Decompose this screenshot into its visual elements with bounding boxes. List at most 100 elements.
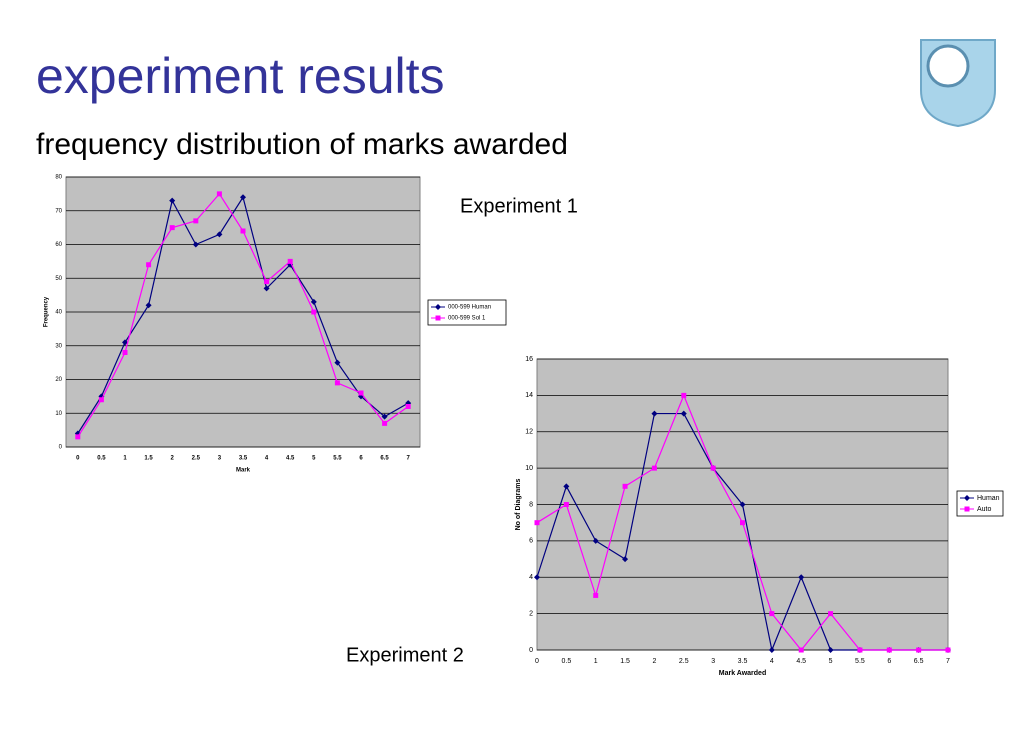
legend-label: 000-599 Human (448, 305, 491, 311)
legend-box (956, 490, 1004, 517)
marker (193, 218, 199, 224)
marker (146, 262, 152, 268)
marker (563, 502, 569, 507)
marker (216, 191, 222, 197)
y-tick-label: 2 (529, 610, 533, 617)
x-tick-label: 2.5 (679, 658, 689, 665)
marker (798, 574, 805, 581)
x-tick-label: 4.5 (286, 456, 295, 462)
y-tick-label: 8 (529, 501, 533, 508)
legend-label: Human (977, 495, 1000, 502)
marker (334, 380, 340, 386)
marker (381, 413, 388, 420)
y-tick-label: 0 (529, 647, 533, 654)
x-tick-label: 5.5 (855, 658, 865, 665)
marker (710, 465, 716, 471)
x-tick-label: 1.5 (620, 658, 630, 665)
marker (827, 647, 834, 653)
y-tick-label: 14 (525, 392, 533, 399)
marker (169, 197, 176, 204)
marker (651, 410, 658, 417)
y-tick-label: 30 (55, 343, 62, 349)
marker (169, 225, 175, 231)
legend-marker (964, 495, 970, 501)
marker (192, 241, 199, 248)
legend-marker (435, 304, 441, 310)
x-tick-label: 6 (359, 456, 363, 462)
marker (622, 483, 628, 489)
marker (651, 465, 657, 471)
marker (122, 350, 128, 355)
x-tick-label: 4 (265, 456, 269, 462)
marker (768, 647, 775, 653)
legend-label: Auto (977, 506, 992, 513)
marker (240, 228, 246, 234)
marker (740, 520, 745, 526)
marker (334, 359, 341, 366)
x-tick-label: 5 (312, 456, 316, 462)
y-tick-label: 10 (525, 465, 533, 472)
y-tick-label: 40 (55, 310, 62, 316)
y-tick-label: 60 (55, 242, 62, 248)
y-tick-label: 70 (55, 208, 62, 214)
y-tick-label: 80 (55, 175, 62, 181)
x-tick-label: 3 (711, 658, 715, 665)
x-tick-label: 4 (770, 658, 774, 665)
x-tick-label: 2 (652, 658, 656, 665)
x-tick-label: 4.5 (796, 658, 806, 665)
annotation: Experiment 2 (346, 644, 464, 666)
annotation: Experiment 1 (460, 195, 578, 217)
x-tick-label: 0 (76, 456, 80, 462)
marker (382, 420, 388, 426)
y-tick-label: 4 (529, 574, 533, 581)
legend-box (427, 299, 507, 326)
y-tick-label: 50 (55, 276, 62, 282)
legend-marker (435, 315, 441, 321)
y-axis-label: No of Diagrams (515, 479, 522, 531)
marker (680, 410, 687, 417)
y-tick-label: 6 (529, 538, 533, 545)
marker (593, 592, 599, 598)
marker (75, 434, 81, 440)
x-tick-label: 1 (123, 456, 127, 462)
marker (681, 392, 687, 398)
legend-label: 000-599 Sol 1 (448, 316, 486, 322)
x-tick-label: 0.5 (561, 658, 571, 665)
slide-title: experiment results (36, 48, 445, 104)
marker (98, 397, 104, 403)
marker (769, 611, 775, 617)
marker (592, 537, 599, 544)
marker (622, 556, 629, 563)
y-tick-label: 0 (59, 445, 63, 451)
x-tick-label: 7 (946, 658, 950, 665)
y-tick-label: 12 (525, 429, 533, 436)
x-tick-label: 6 (887, 658, 891, 665)
legend-marker (964, 506, 970, 512)
marker (216, 231, 223, 238)
x-tick-label: 2 (171, 456, 175, 462)
marker (240, 194, 246, 201)
x-tick-label: 3 (218, 456, 222, 462)
logo (920, 39, 996, 128)
marker (145, 302, 152, 309)
x-tick-label: 6.5 (380, 456, 389, 462)
marker (739, 501, 746, 508)
x-axis-label: Mark Awarded (719, 670, 766, 677)
marker (264, 279, 270, 285)
x-tick-label: 6.5 (914, 658, 924, 665)
marker (405, 404, 411, 409)
marker (310, 298, 317, 305)
x-tick-label: 1.5 (144, 456, 153, 462)
y-tick-label: 10 (55, 411, 62, 417)
marker (828, 611, 834, 617)
slide-subtitle: frequency distribution of marks awarded (36, 128, 568, 161)
x-tick-label: 0 (535, 658, 539, 665)
marker (916, 647, 922, 653)
marker (122, 339, 128, 346)
x-tick-label: 3.5 (239, 456, 248, 462)
marker (857, 647, 863, 653)
marker (311, 309, 317, 315)
marker (287, 258, 293, 264)
